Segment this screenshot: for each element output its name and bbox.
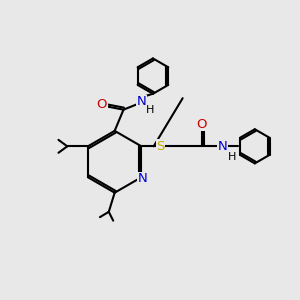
Text: N: N <box>218 140 227 153</box>
Text: O: O <box>196 118 207 131</box>
Text: O: O <box>97 98 107 111</box>
Text: N: N <box>138 172 148 185</box>
Text: H: H <box>146 105 154 115</box>
Text: H: H <box>228 152 236 162</box>
Text: S: S <box>156 140 165 153</box>
Text: N: N <box>136 95 146 108</box>
